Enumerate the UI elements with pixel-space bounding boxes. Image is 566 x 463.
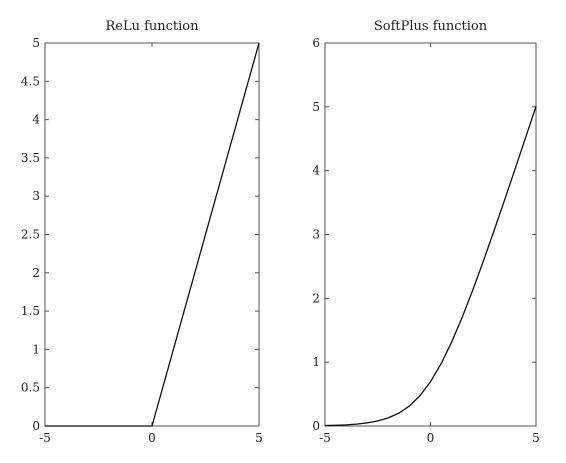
y-tick-label: 4 — [32, 113, 40, 127]
y-tick-label: 0.5 — [21, 381, 40, 395]
plot-area — [44, 42, 260, 427]
plot-area — [324, 42, 537, 427]
x-tick-label: 5 — [255, 431, 263, 445]
y-tick-label: 4.5 — [21, 74, 40, 88]
series-line — [324, 106, 537, 427]
y-tick-label: 3.5 — [21, 151, 40, 165]
y-tick-label: 3 — [32, 189, 40, 203]
y-tick-label: 1 — [312, 355, 320, 369]
y-tick-label: 1.5 — [21, 304, 40, 318]
y-tick-label: 0 — [312, 419, 320, 433]
chart-title: ReLu function — [105, 19, 199, 34]
y-tick-label: 1 — [32, 342, 40, 356]
chart-title: SoftPlus function — [374, 19, 488, 34]
line-layer — [45, 42, 260, 427]
x-tick-label: -5 — [39, 431, 51, 445]
y-tick-label: 4 — [312, 164, 320, 178]
line-layer — [324, 106, 537, 427]
y-tick-label: 5 — [32, 36, 40, 50]
y-tick-label: 0 — [32, 419, 40, 433]
x-tick-label: 0 — [148, 431, 156, 445]
y-tick-label: 3 — [312, 228, 320, 242]
x-tick-label: 0 — [427, 431, 435, 445]
y-tick-label: 6 — [312, 36, 320, 50]
tick-layer: -5 0 500.511.522.533.544.55 — [21, 36, 263, 445]
series-line — [45, 42, 260, 427]
chart-relu: ReLu function -5 0 500.511.522.533.544.55 — [21, 19, 263, 445]
y-tick-label: 2 — [32, 266, 40, 280]
x-tick-label: -5 — [319, 431, 331, 445]
y-tick-label: 5 — [312, 100, 320, 114]
y-tick-label: 2.5 — [21, 228, 40, 242]
x-tick-label: 5 — [532, 431, 540, 445]
y-tick-label: 2 — [312, 291, 320, 305]
